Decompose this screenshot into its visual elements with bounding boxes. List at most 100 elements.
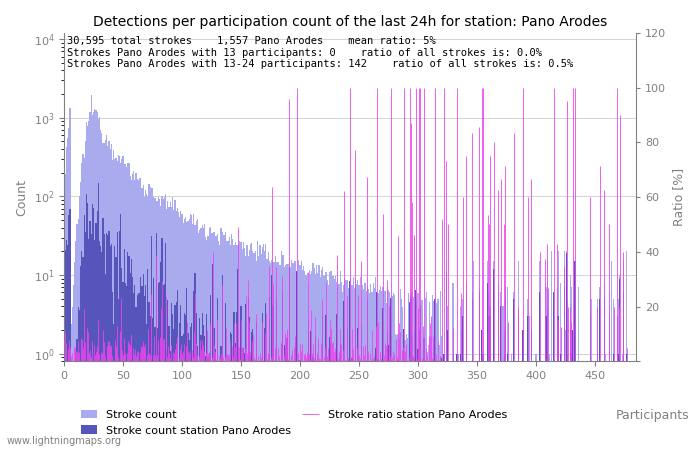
Bar bbox=[229, 237, 230, 450]
Bar bbox=[618, 299, 620, 450]
Bar bbox=[608, 292, 610, 450]
Bar bbox=[348, 288, 349, 450]
Bar bbox=[377, 359, 379, 450]
Bar bbox=[498, 283, 499, 450]
Bar bbox=[153, 278, 154, 450]
Bar bbox=[389, 292, 391, 450]
Bar bbox=[183, 223, 184, 450]
Bar bbox=[438, 299, 439, 450]
Bar bbox=[323, 275, 324, 450]
Bar bbox=[239, 241, 241, 450]
Bar bbox=[289, 269, 290, 450]
Bar bbox=[209, 353, 210, 450]
Bar bbox=[111, 244, 112, 450]
Bar bbox=[290, 395, 291, 450]
Bar bbox=[304, 271, 305, 450]
Bar bbox=[617, 316, 618, 450]
Bar bbox=[296, 271, 297, 450]
Bar bbox=[130, 273, 131, 450]
Bar bbox=[438, 388, 439, 450]
Bar bbox=[329, 272, 330, 450]
Bar bbox=[169, 202, 171, 450]
Bar bbox=[358, 414, 360, 450]
Bar bbox=[206, 240, 207, 450]
Bar bbox=[482, 354, 484, 450]
Bar bbox=[479, 292, 480, 450]
Bar bbox=[462, 299, 463, 450]
Bar bbox=[88, 122, 90, 450]
Bar bbox=[570, 287, 572, 450]
Bar bbox=[335, 378, 336, 450]
Bar bbox=[623, 261, 624, 450]
Bar bbox=[527, 299, 528, 450]
Bar bbox=[132, 174, 133, 450]
Bar bbox=[99, 117, 100, 450]
Bar bbox=[591, 299, 592, 450]
Bar bbox=[256, 321, 257, 450]
Bar bbox=[150, 236, 152, 450]
Bar bbox=[381, 291, 382, 450]
Bar bbox=[69, 208, 71, 450]
Bar bbox=[97, 212, 98, 450]
Bar bbox=[317, 273, 318, 450]
Bar bbox=[309, 270, 310, 450]
Bar bbox=[341, 376, 342, 450]
Bar bbox=[138, 293, 139, 450]
Bar bbox=[177, 207, 178, 450]
Bar bbox=[92, 204, 93, 450]
Bar bbox=[131, 259, 132, 450]
Bar bbox=[228, 364, 229, 450]
Bar bbox=[159, 198, 160, 450]
Bar bbox=[338, 284, 339, 450]
Bar bbox=[263, 244, 264, 450]
Bar bbox=[144, 296, 145, 450]
Bar bbox=[487, 261, 488, 450]
Bar bbox=[367, 300, 368, 450]
Bar bbox=[154, 328, 155, 450]
Bar bbox=[553, 292, 554, 450]
Bar bbox=[327, 417, 328, 450]
Bar bbox=[184, 313, 185, 450]
Bar bbox=[295, 342, 296, 450]
Bar bbox=[291, 260, 293, 450]
Bar bbox=[72, 428, 73, 450]
Bar bbox=[130, 176, 131, 450]
Bar bbox=[420, 305, 421, 450]
Bar bbox=[391, 296, 393, 450]
Bar bbox=[80, 266, 81, 450]
Bar bbox=[303, 266, 304, 450]
Bar bbox=[335, 276, 336, 450]
Bar bbox=[332, 276, 334, 450]
Bar bbox=[246, 367, 248, 450]
Bar bbox=[456, 354, 458, 450]
Bar bbox=[460, 306, 461, 450]
Bar bbox=[363, 289, 364, 450]
Bar bbox=[328, 388, 329, 450]
Bar bbox=[200, 335, 202, 450]
Bar bbox=[66, 240, 67, 450]
Bar bbox=[216, 236, 217, 450]
Bar bbox=[351, 285, 353, 450]
Bar bbox=[327, 280, 328, 450]
Bar bbox=[422, 300, 423, 450]
Bar bbox=[295, 261, 296, 450]
Bar bbox=[493, 269, 494, 450]
Bar bbox=[73, 386, 74, 450]
Bar bbox=[500, 292, 501, 450]
Bar bbox=[291, 370, 293, 450]
Bar bbox=[364, 283, 365, 450]
Bar bbox=[81, 163, 83, 450]
Bar bbox=[376, 292, 377, 450]
Y-axis label: Count: Count bbox=[15, 179, 28, 216]
Bar bbox=[105, 274, 106, 450]
Bar bbox=[372, 437, 374, 450]
Bar bbox=[548, 354, 550, 450]
Bar bbox=[274, 256, 276, 450]
Bar bbox=[340, 271, 341, 450]
Bar bbox=[260, 400, 262, 450]
Bar bbox=[188, 340, 190, 450]
Bar bbox=[218, 241, 219, 450]
Legend: Stroke count, Stroke count station Pano Arodes, Stroke ratio station Pano Arodes: Stroke count, Stroke count station Pano … bbox=[76, 405, 512, 440]
Bar bbox=[342, 292, 343, 450]
Bar bbox=[328, 284, 329, 450]
